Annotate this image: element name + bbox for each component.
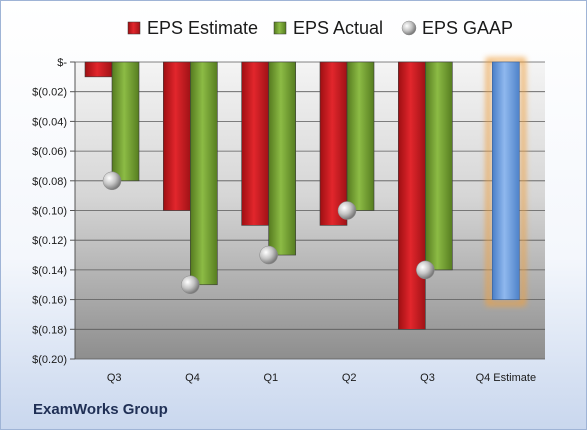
legend-eps-gaap: EPS GAAP	[401, 18, 513, 38]
eps-actual-bar	[268, 61, 296, 256]
x-tick-label: Q4	[185, 372, 200, 384]
y-tick-label: $(0.10)	[32, 206, 67, 218]
gridlines	[75, 61, 545, 360]
y-tick-label: $(0.04)	[32, 116, 67, 128]
eps-estimate-bar	[84, 61, 113, 78]
y-tick-label: $(0.14)	[32, 265, 67, 277]
x-tick-label: Q4 Estimate	[476, 372, 537, 384]
legend-eps-estimate: EPS Estimate	[127, 18, 258, 38]
eps-gaap-marker	[416, 260, 435, 280]
eps-estimate-bar	[398, 61, 426, 330]
y-tick-label: $-	[57, 57, 67, 69]
eps-actual-bar	[111, 61, 140, 182]
y-tick-label: $(0.20)	[32, 354, 67, 366]
gaap-markers	[102, 171, 435, 294]
y-tick-label: $(0.12)	[32, 235, 67, 247]
y-tick-label: $(0.06)	[32, 146, 67, 158]
eps-actual-bar	[190, 61, 218, 286]
eps-gaap-marker	[181, 275, 200, 294]
legend-eps-actual: EPS Actual	[273, 18, 383, 38]
eps-gaap-marker	[259, 245, 278, 265]
legend-swatch	[127, 21, 141, 35]
legend-swatch	[401, 20, 417, 36]
x-axis: Q3 Q4 Q1 Q2 Q3 Q4 Estimate	[107, 372, 536, 384]
eps-gaap-marker	[337, 201, 357, 220]
eps-actual-bar	[346, 61, 375, 211]
y-axis: $- $(0.02) $(0.04) $(0.06) $(0.08) $(0.10) $(0…	[32, 57, 76, 366]
x-tick-label: Q2	[342, 372, 357, 384]
eps-gaap-marker	[102, 171, 122, 191]
legend-label: EPS Actual	[293, 18, 383, 38]
eps-estimate-bar	[163, 61, 191, 211]
x-tick-label: Q3	[420, 372, 435, 384]
legend-swatch	[273, 21, 287, 35]
eps-estimate-bar	[241, 61, 269, 226]
y-tick-label: $(0.16)	[32, 295, 67, 307]
bars	[84, 57, 526, 330]
x-tick-label: Q1	[263, 372, 278, 384]
eps-estimate-bar	[319, 61, 348, 226]
y-tick-label: $(0.02)	[32, 87, 67, 99]
estimate-glow	[485, 57, 526, 307]
legend-label: EPS Estimate	[147, 18, 258, 38]
legend-label: EPS GAAP	[422, 18, 513, 38]
eps-estimate-forecast-bar	[492, 61, 520, 300]
y-tick-label: $(0.08)	[32, 176, 67, 188]
x-tick-label: Q3	[107, 372, 122, 384]
eps-actual-bar	[425, 61, 453, 271]
y-tick-label: $(0.18)	[32, 324, 67, 336]
legend: EPS Estimate EPS Actual EPS GAAP	[127, 18, 513, 38]
company-name: ExamWorks Group	[33, 401, 168, 418]
